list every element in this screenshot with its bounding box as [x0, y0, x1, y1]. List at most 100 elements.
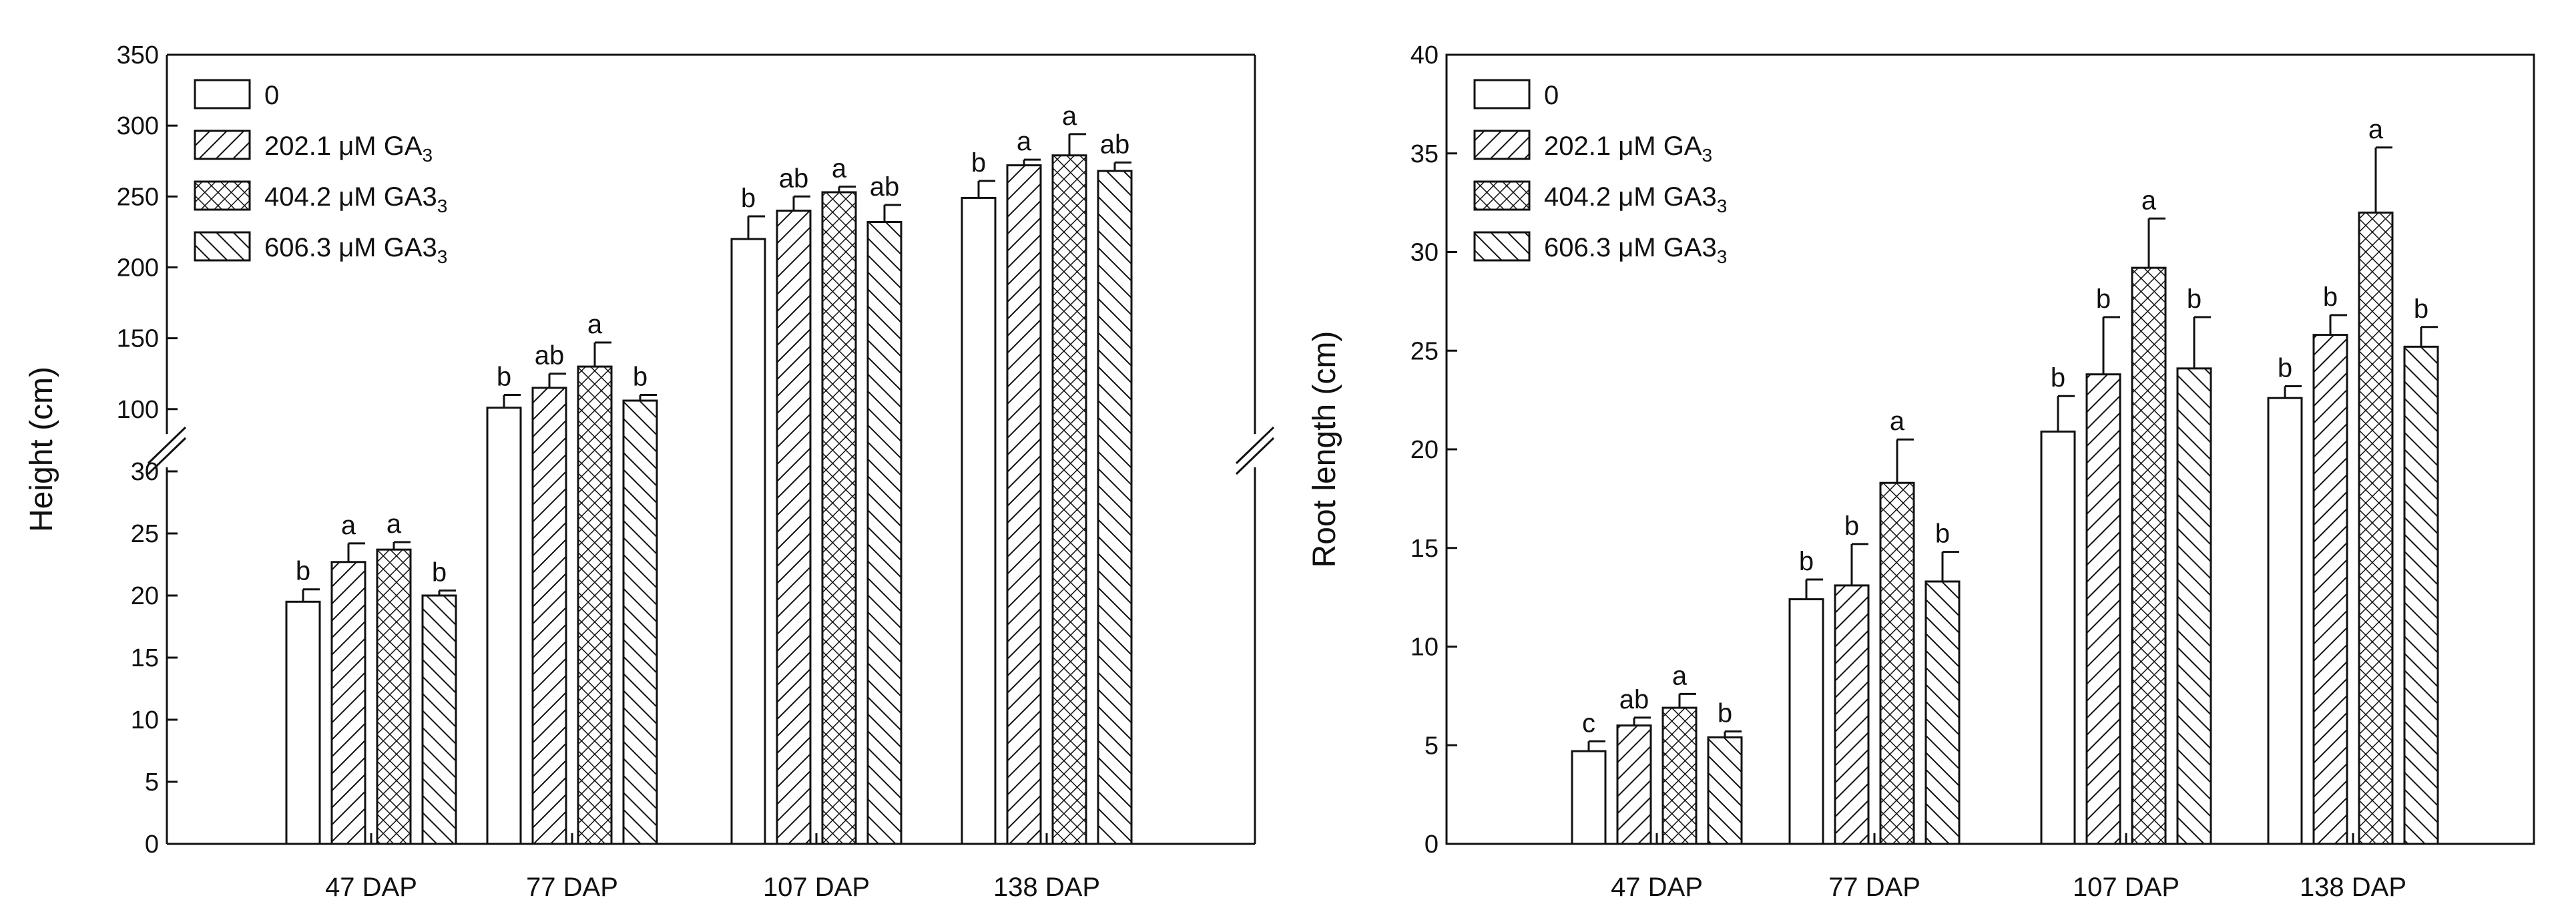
- legend-label: 404.2 μM GA33: [264, 182, 447, 216]
- x-axis-categories: 47 DAP 77 DAP 107 DAP 138 DAP: [1611, 833, 2406, 902]
- height-chart: Height (cm) 0 5 10 15 20 25 30 100 150 200 250 300 3…: [24, 41, 1275, 902]
- significance-letter: b: [1844, 511, 1859, 541]
- legend-label: 606.3 μM GA33: [1544, 233, 1727, 267]
- bar: [1661, 706, 1698, 845]
- bar: [2085, 373, 2121, 845]
- significance-letter: a: [832, 154, 847, 183]
- y-tick-label: 200: [117, 254, 159, 282]
- bar: [776, 210, 812, 845]
- bar: [2403, 345, 2439, 845]
- significance-letter: b: [2278, 353, 2292, 383]
- significance-letter: ab: [870, 172, 900, 202]
- significance-letter: a: [1890, 407, 1905, 436]
- bar: [2040, 430, 2076, 845]
- y-axis-ticks: 0 5 10 15 20 25 30 100 150 200 250 300 350: [117, 41, 178, 859]
- bar: [1707, 736, 1743, 845]
- bar: [730, 238, 766, 845]
- y-axis-label: Root length (cm): [1307, 331, 1342, 568]
- bar: [2358, 211, 2394, 845]
- bar: [1924, 580, 1961, 845]
- y-tick-label: 300: [117, 112, 159, 140]
- significance-letter: b: [296, 557, 310, 586]
- y-axis-label: Height (cm): [24, 367, 59, 532]
- y-tick-label: 30: [131, 458, 159, 486]
- significance-letter: a: [387, 509, 402, 539]
- legend-label: 0: [1544, 81, 1559, 110]
- significance-letter: a: [1062, 101, 1077, 131]
- significance-letter: b: [2096, 284, 2111, 314]
- bar: [821, 191, 857, 845]
- significance-letter: b: [1718, 699, 1732, 728]
- bar: [1834, 584, 1870, 845]
- x-category-label: 138 DAP: [993, 873, 1100, 902]
- significance-letter: a: [1672, 661, 1688, 690]
- significance-letter: a: [587, 310, 603, 339]
- legend: 0 202.1 μM GA3 404.2 μM GA33 606.3 μM GA33: [1473, 79, 1727, 267]
- legend-swatch: [194, 231, 251, 262]
- y-tick-label: 10: [1410, 634, 1439, 662]
- significance-letter: ab: [1100, 130, 1130, 159]
- legend: 0 202.1 μM GA3 404.2 μM GA33 606.3 μM GA33: [194, 79, 447, 267]
- significance-letter: b: [2323, 282, 2338, 312]
- y-tick-label: 20: [1410, 436, 1439, 464]
- bar: [1006, 164, 1042, 845]
- bar: [421, 594, 457, 845]
- legend-swatch: [1473, 231, 1531, 262]
- x-axis-categories: 47 DAP 77 DAP 107 DAP 138 DAP: [325, 833, 1100, 902]
- significance-letter: a: [1017, 127, 1032, 156]
- significance-letter: ab: [1619, 685, 1649, 714]
- legend-label: 606.3 μM GA33: [264, 233, 447, 267]
- legend-swatch: [1473, 180, 1531, 211]
- legend-label: 202.1 μM GA3: [1544, 132, 1712, 166]
- significance-letter: b: [1799, 547, 1814, 576]
- y-tick-label: 30: [1410, 239, 1439, 267]
- significance-letter: ab: [779, 164, 809, 193]
- bar: [1788, 598, 1824, 845]
- bar: [961, 196, 997, 845]
- significance-letter: b: [2187, 284, 2202, 314]
- y-tick-label: 20: [131, 582, 159, 610]
- legend-label: 0: [264, 81, 279, 110]
- bar: [376, 548, 412, 845]
- bar: [531, 387, 567, 845]
- bar: [285, 600, 321, 845]
- bar: [866, 221, 903, 845]
- x-category-label: 77 DAP: [1828, 873, 1920, 902]
- x-category-label: 138 DAP: [2300, 873, 2406, 902]
- legend-swatch: [1473, 130, 1531, 160]
- legend-swatch: [194, 180, 251, 211]
- y-tick-label: 40: [1410, 41, 1439, 69]
- significance-letter: a: [341, 511, 356, 540]
- y-tick-label: 25: [1410, 337, 1439, 365]
- y-tick-label: 5: [1425, 732, 1439, 760]
- y-tick-label: 250: [117, 183, 159, 211]
- bar: [2176, 367, 2212, 845]
- significance-letter: b: [971, 148, 986, 178]
- bar: [577, 365, 613, 845]
- x-category-label: 77 DAP: [526, 873, 618, 902]
- y-tick-label: 10: [131, 706, 159, 734]
- legend-swatch: [194, 130, 251, 160]
- legend-label: 202.1 μM GA3: [264, 132, 433, 166]
- x-category-label: 107 DAP: [2073, 873, 2179, 902]
- bar: [2131, 266, 2167, 845]
- significance-letter: b: [633, 363, 648, 392]
- y-tick-label: 0: [1425, 831, 1439, 859]
- bar: [1097, 170, 1133, 845]
- y-tick-label: 100: [117, 396, 159, 424]
- bar: [1571, 750, 1607, 845]
- significance-letter: a: [2368, 115, 2384, 144]
- y-tick-label: 15: [1410, 535, 1439, 563]
- y-tick-label: 35: [1410, 140, 1439, 168]
- significance-letter: b: [497, 363, 511, 392]
- significance-letter: ab: [535, 341, 565, 371]
- bar: [486, 407, 522, 845]
- y-tick-label: 5: [145, 768, 159, 796]
- bar: [1051, 154, 1087, 845]
- significance-letter: b: [741, 184, 756, 213]
- y-tick-label: 150: [117, 325, 159, 353]
